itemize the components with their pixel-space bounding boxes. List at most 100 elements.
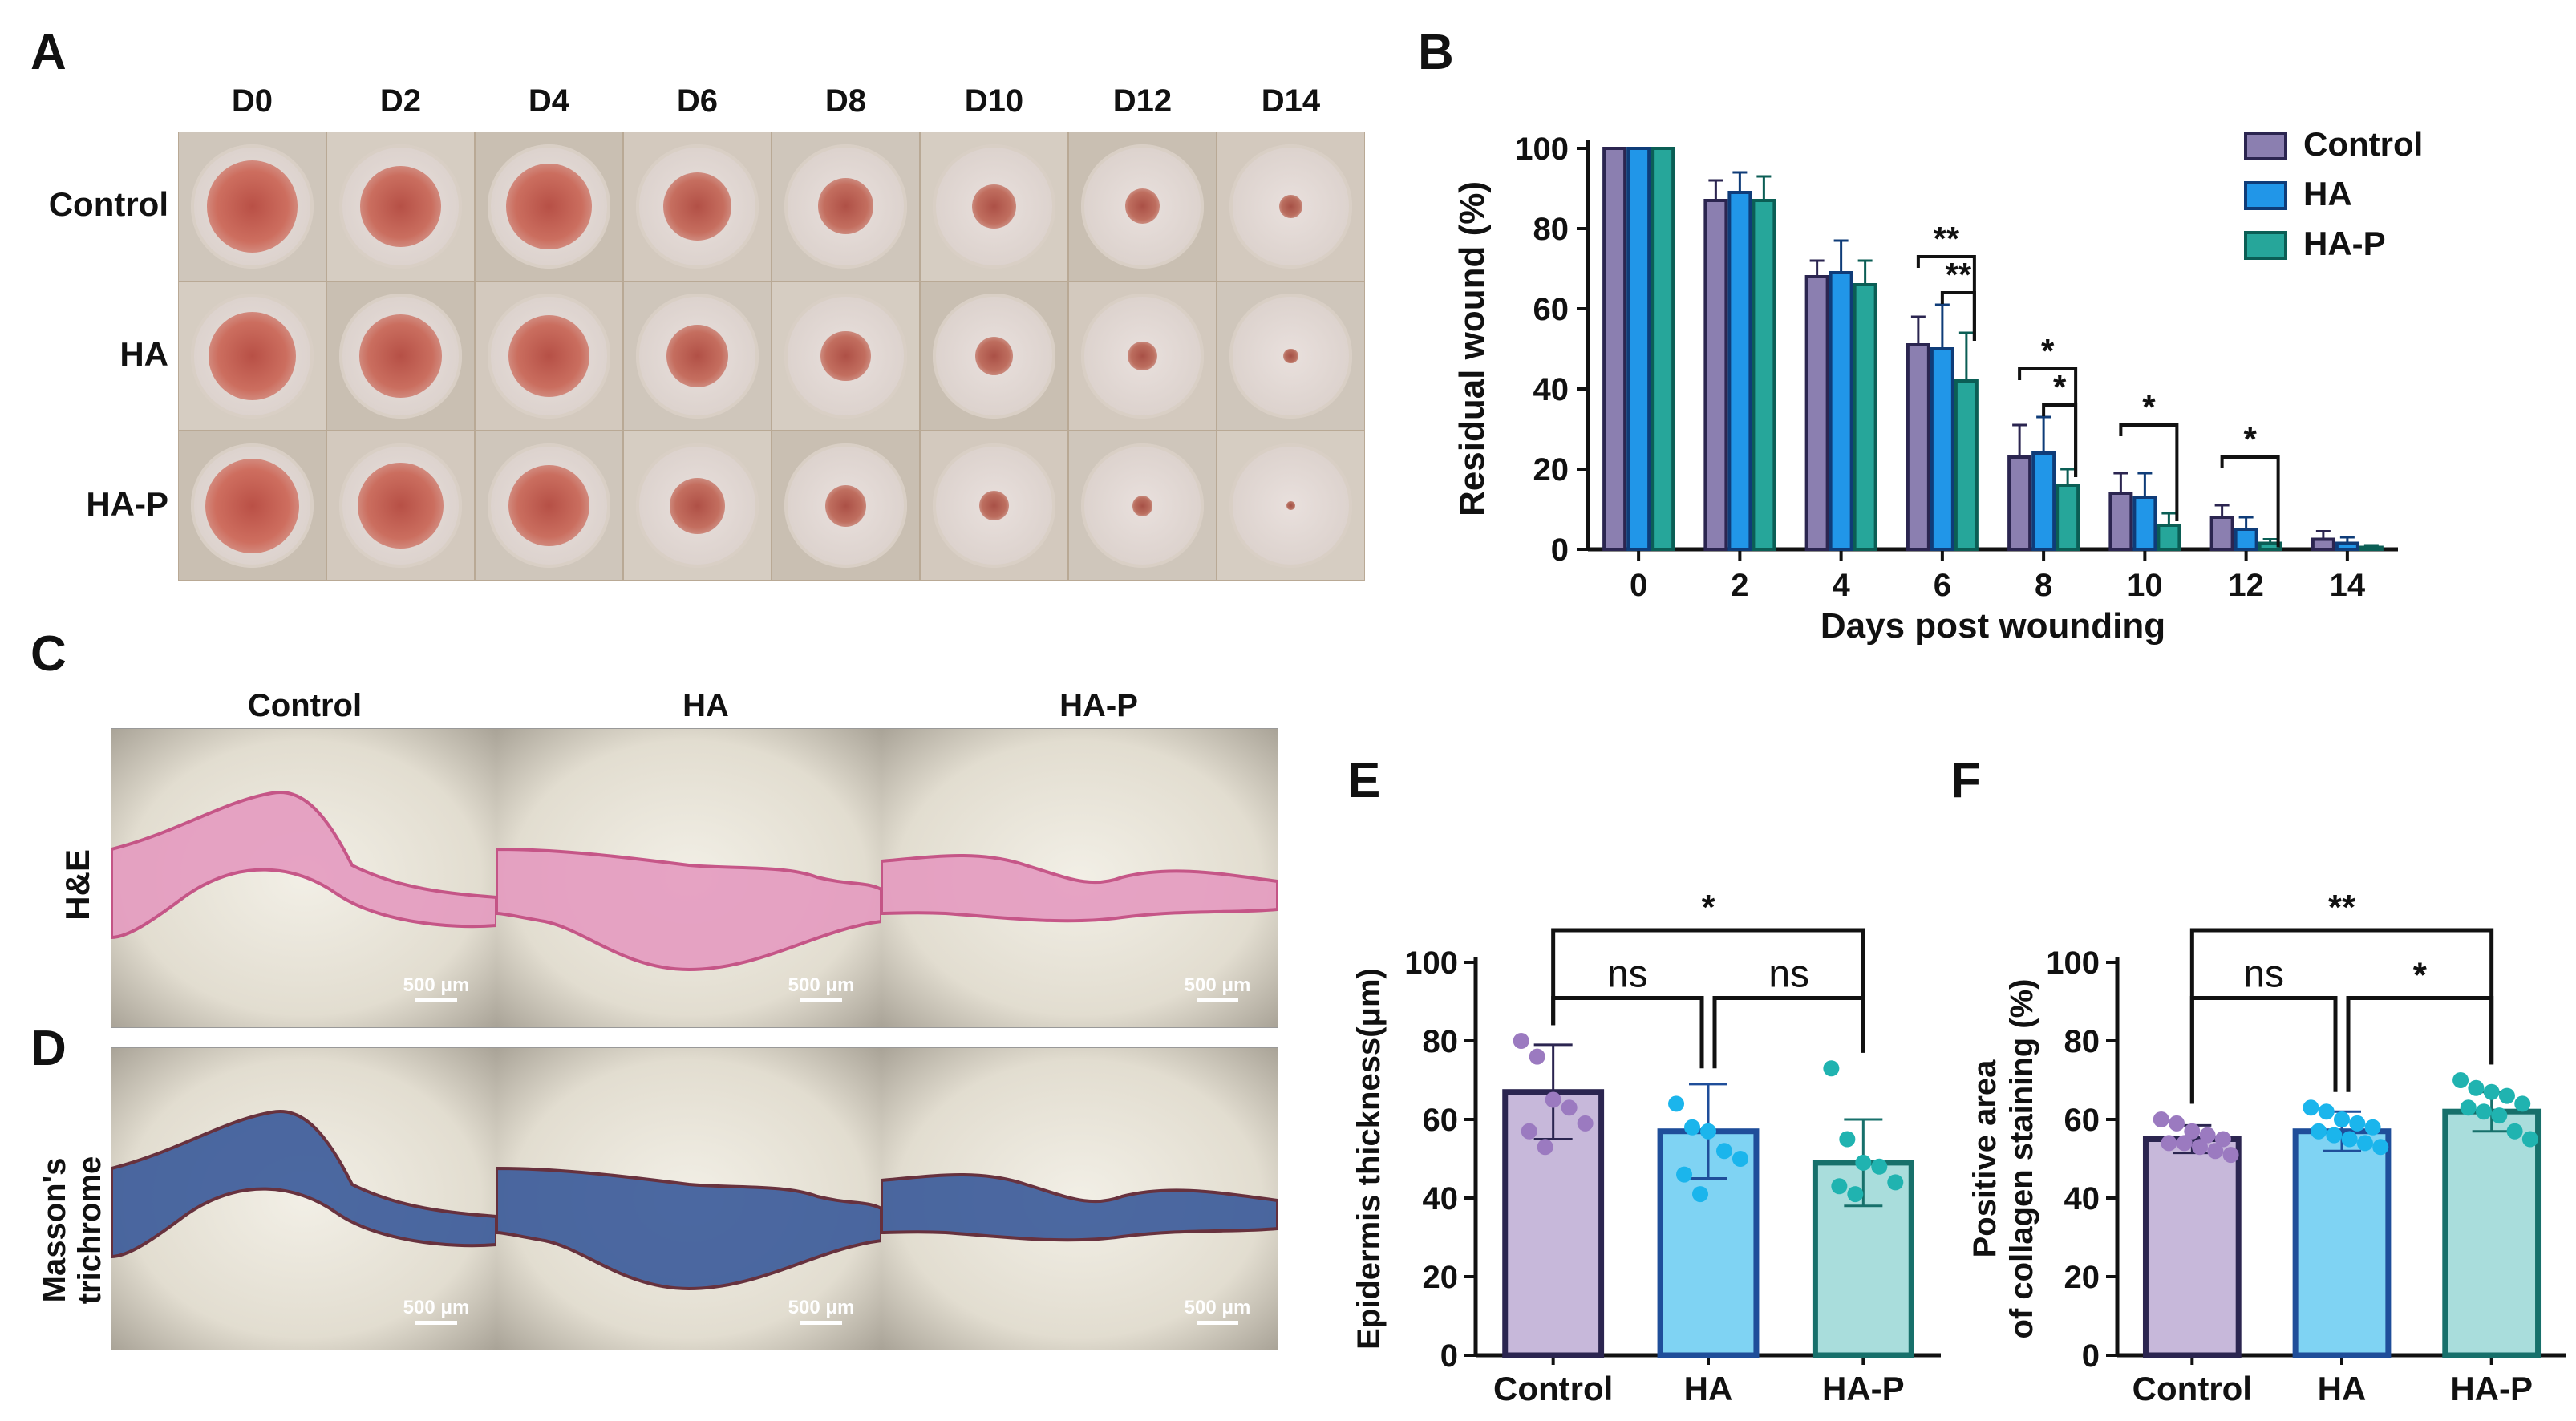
data-point	[1537, 1139, 1553, 1156]
wound-lesion	[979, 491, 1009, 521]
y-tick-label: 40	[1533, 372, 1569, 407]
data-point	[2303, 1099, 2319, 1116]
bar-ha-p	[2442, 1108, 2542, 1358]
bar-ha-p	[2056, 484, 2080, 551]
y-tick-label: 60	[1533, 292, 1569, 327]
data-point	[1676, 1166, 1693, 1183]
y-tick-label: 40	[2064, 1181, 2100, 1217]
y-tick-label: 20	[1533, 452, 1569, 488]
tissue-section	[881, 1173, 1278, 1242]
wound-photo	[475, 132, 623, 281]
bar-ha-p	[1651, 147, 1675, 551]
histo-col-label-hap: HA-P	[1059, 688, 1138, 723]
data-point	[1529, 1048, 1545, 1065]
group-label-control: Control	[48, 185, 168, 224]
wound-photo	[178, 132, 326, 281]
bar-ha	[2132, 496, 2157, 551]
scale-bar-label: 500 μm	[403, 974, 470, 996]
data-point	[1871, 1158, 1888, 1175]
bar-control	[1804, 275, 1829, 551]
bar-control	[2142, 1136, 2242, 1358]
data-point	[2199, 1127, 2216, 1144]
scale-bar-line	[1197, 1321, 1238, 1325]
wound-lesion	[972, 184, 1016, 229]
x-tick-label: HA	[1684, 1370, 1733, 1407]
wound-lesion	[1283, 348, 1298, 364]
masson-image: 500 μm	[881, 1047, 1278, 1350]
wound-lesion	[358, 463, 444, 549]
data-point	[1692, 1186, 1709, 1203]
scale-bar-line	[1197, 998, 1238, 1002]
wound-lesion	[820, 330, 871, 382]
significance-label: ns	[1607, 953, 1648, 996]
wound-photo	[1068, 132, 1217, 281]
data-point	[2356, 1135, 2373, 1152]
data-point	[1577, 1115, 1594, 1132]
y-axis-label: Epidermis thickness(μm)	[1351, 968, 1387, 1350]
group-label-ha: HA	[119, 335, 168, 374]
day-label-d4: D4	[528, 83, 570, 119]
data-point	[2476, 1103, 2493, 1120]
legend-label: HA	[2303, 175, 2352, 213]
wound-lesion	[1278, 194, 1303, 219]
x-tick-label: 10	[2127, 568, 2163, 603]
wound-photo	[326, 281, 475, 431]
bar-ha	[2031, 451, 2056, 551]
wound-photo	[920, 132, 1068, 281]
bar-control	[2108, 492, 2133, 551]
y-axis-label-line1: Positive area	[1967, 1059, 2003, 1258]
wound-photo	[1068, 281, 1217, 431]
data-point	[2176, 1135, 2193, 1152]
wound-lesion	[205, 458, 300, 553]
day-label-d8: D8	[824, 83, 867, 119]
panel-letter-b: B	[1418, 25, 1454, 80]
x-tick-label: 6	[1934, 568, 1951, 603]
bracket-line	[2119, 423, 2179, 521]
significance-label: *	[1701, 888, 1715, 927]
data-point	[1513, 1033, 1529, 1049]
x-tick-label: HA	[2318, 1370, 2367, 1407]
day-label-d2: D2	[379, 83, 422, 119]
scale-bar-line	[800, 998, 842, 1002]
wound-photo	[178, 281, 326, 431]
bar-ha	[1626, 147, 1651, 551]
histo-row-label-masson-line2: trichrome	[72, 1156, 107, 1305]
bar-ha	[2234, 528, 2258, 551]
he-image: 500 μm	[111, 728, 497, 1028]
bracket-line	[1551, 928, 1865, 1053]
x-tick-label: 12	[2228, 568, 2264, 603]
bar-control	[2007, 455, 2032, 551]
panel-letter-f: F	[1950, 753, 1981, 808]
x-tick-label: 8	[2035, 568, 2052, 603]
wound-lesion	[508, 464, 589, 547]
data-point	[2514, 1095, 2531, 1112]
scale-bar: 500 μm	[777, 1297, 865, 1325]
data-point	[2491, 1107, 2508, 1124]
panel-letter-a: A	[30, 25, 67, 80]
comparison-bracket: *	[1551, 888, 1865, 1053]
wound-lesion	[817, 178, 874, 235]
y-tick-label: 100	[1404, 945, 1458, 981]
histo-row-label-he: H&E	[59, 849, 96, 921]
bar-control	[1703, 199, 1728, 551]
y-tick-label: 0	[1551, 532, 1569, 568]
significance-label: ns	[2243, 953, 2284, 996]
chart-e-epidermis-thickness: 0 20 40 60 80 100 Control HA HA-P Epidermis thick…	[1351, 888, 1941, 1407]
tissue-shape	[881, 1173, 1278, 1242]
significance-bracket: *	[2220, 420, 2280, 548]
wound-photo	[1068, 431, 1217, 581]
x-tick-label: HA-P	[1822, 1370, 1905, 1407]
wound-photo-grid	[178, 132, 1365, 581]
masson-image: 500 μm	[496, 1047, 882, 1350]
significance-bracket: **	[1940, 256, 1976, 341]
data-point	[2169, 1115, 2185, 1132]
scale-bar: 500 μm	[392, 974, 480, 1002]
significance-label: **	[2328, 888, 2356, 927]
bar-control	[2311, 537, 2335, 551]
tissue-shape	[111, 1109, 496, 1259]
histo-col-label-control: Control	[247, 688, 363, 723]
scale-bar-label: 500 μm	[788, 1297, 855, 1318]
wound-photo	[326, 132, 475, 281]
data-point	[2222, 1147, 2239, 1164]
wound-photo	[178, 431, 326, 581]
